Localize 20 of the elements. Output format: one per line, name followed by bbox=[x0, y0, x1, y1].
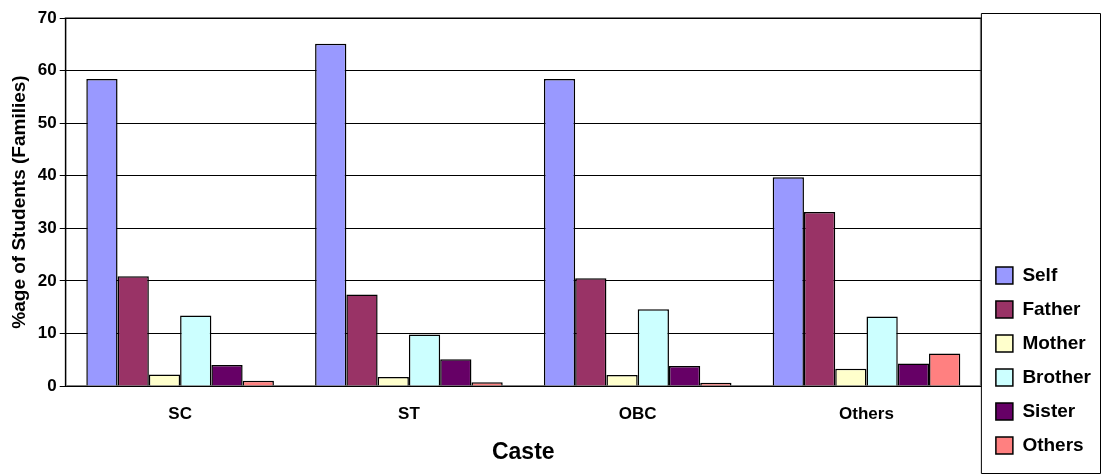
legend-label: Sister bbox=[1022, 399, 1076, 421]
y-tick-label: 30 bbox=[37, 217, 57, 237]
legend-label: Mother bbox=[1022, 331, 1087, 353]
x-tick-label: ST bbox=[398, 403, 421, 423]
y-tick-label: 60 bbox=[37, 60, 57, 80]
legend-label: Self bbox=[1022, 263, 1058, 285]
legend-label: Father bbox=[1022, 297, 1082, 319]
y-axis-title: %age of Students (Families) bbox=[7, 75, 29, 329]
y-tick-label: 20 bbox=[37, 270, 57, 290]
x-axis-title: Caste bbox=[491, 437, 555, 464]
y-tick-label: 70 bbox=[37, 7, 57, 27]
y-tick-label: 40 bbox=[37, 165, 57, 185]
x-tick-label: SC bbox=[168, 403, 192, 423]
y-tick-label: 10 bbox=[37, 323, 57, 343]
legend-label: Others bbox=[1022, 433, 1084, 455]
legend-label: Brother bbox=[1022, 365, 1092, 387]
x-tick-label: Others bbox=[839, 403, 894, 423]
x-tick-label: OBC bbox=[618, 403, 657, 423]
y-tick-label: 0 bbox=[47, 375, 57, 395]
y-tick-label: 50 bbox=[37, 112, 57, 132]
